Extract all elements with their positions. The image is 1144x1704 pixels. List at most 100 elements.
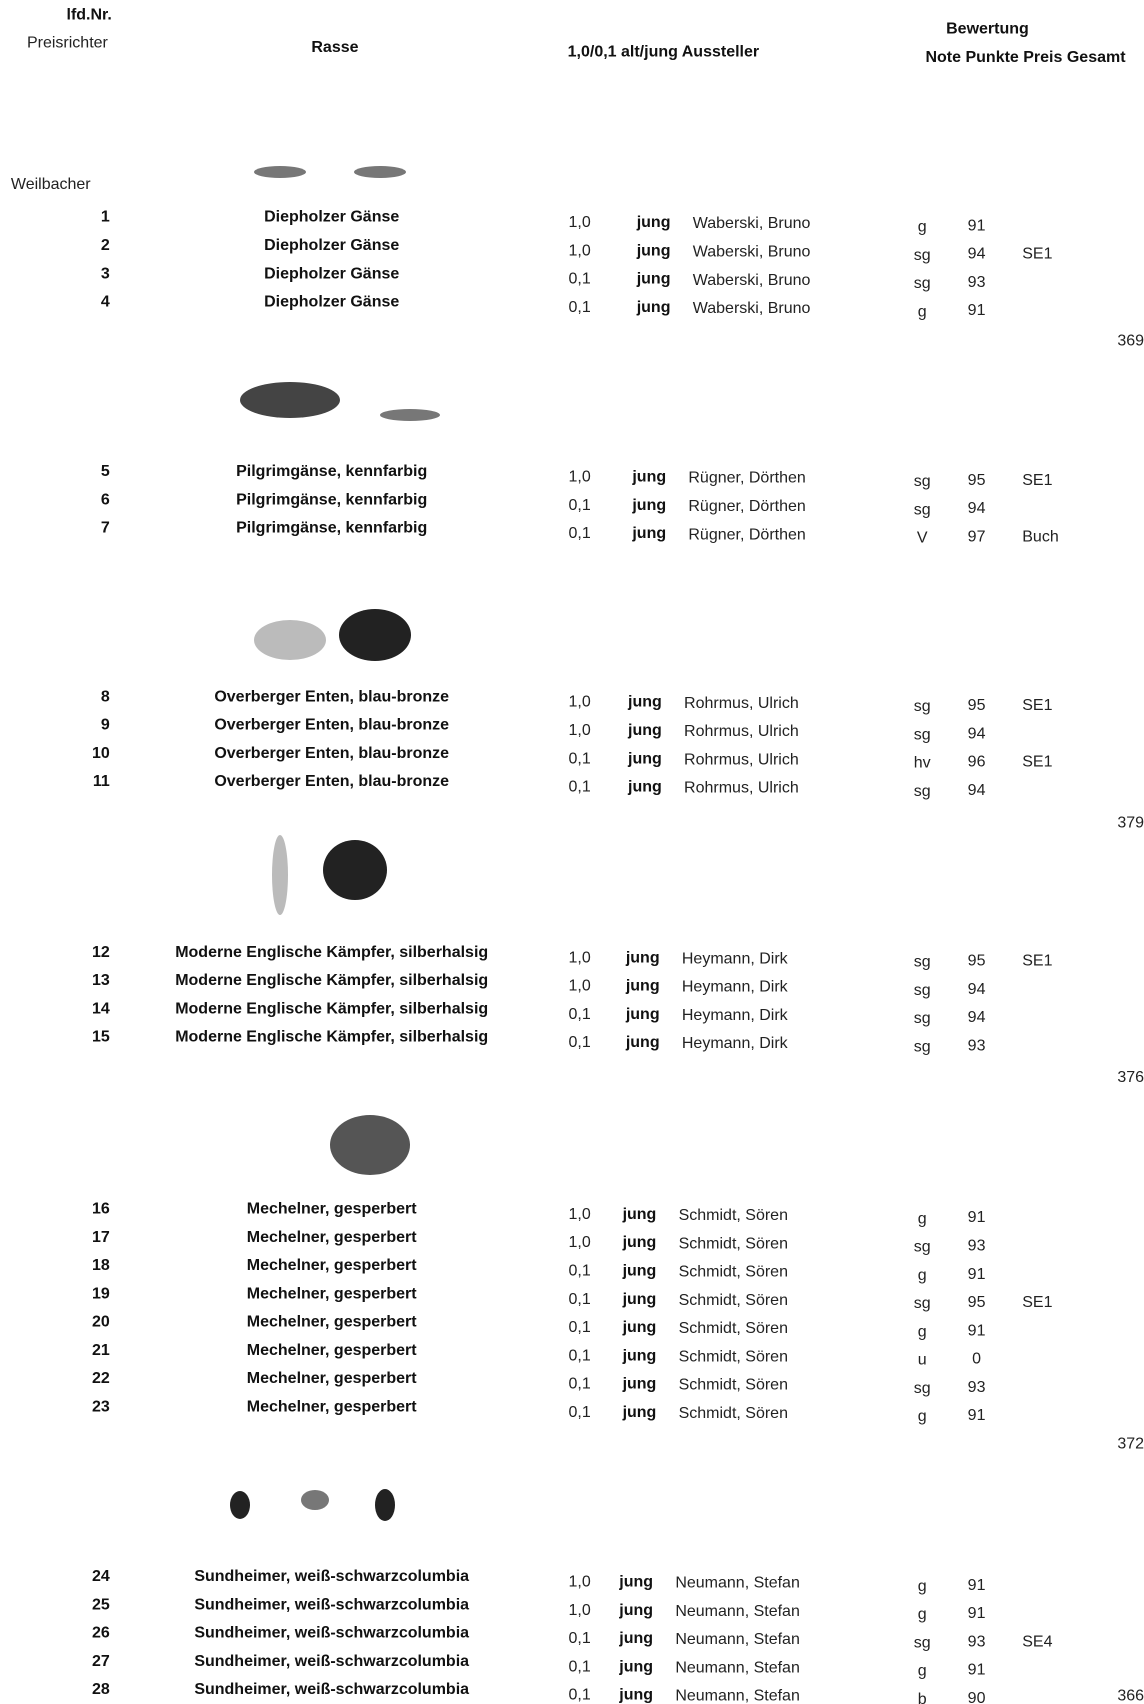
points: 95 <box>968 1294 986 1311</box>
points: 91 <box>968 302 986 319</box>
points: 95 <box>968 953 986 970</box>
grade: g <box>918 303 927 320</box>
points: 94 <box>968 1009 986 1026</box>
exhibitor: Waberski, Bruno <box>693 244 811 261</box>
grade: g <box>918 1267 927 1284</box>
entry-number: 22 <box>92 1370 110 1387</box>
prize: SE1 <box>1022 1294 1052 1311</box>
exhibitor: Neumann, Stefan <box>675 1631 800 1648</box>
exhibitor: Neumann, Stefan <box>675 1688 800 1704</box>
entry-number: 6 <box>101 491 110 508</box>
sex: 0,1 <box>569 750 591 767</box>
age: jung <box>627 779 662 796</box>
grade: sg <box>914 726 931 743</box>
prize: SE1 <box>1022 697 1052 714</box>
grade: V <box>917 530 928 547</box>
entry-number: 2 <box>101 237 110 254</box>
entry-number: 1 <box>101 209 110 226</box>
exhibitor: Schmidt, Sören <box>679 1320 788 1337</box>
prize: SE1 <box>1022 472 1052 489</box>
grade: sg <box>914 1038 931 1055</box>
group-total: 379 <box>1117 814 1144 831</box>
breed: Moderne Englische Kämpfer, silberhalsig <box>175 1029 488 1046</box>
breed: Overberger Enten, blau-bronze <box>214 717 449 734</box>
age: jung <box>618 1574 653 1591</box>
entry-number: 12 <box>92 944 110 961</box>
exhibitor: Schmidt, Sören <box>679 1235 788 1252</box>
breed: Sundheimer, weiß-schwarzcolumbia <box>194 1596 469 1613</box>
breed: Mechelner, gesperbert <box>247 1285 418 1302</box>
sex: 0,1 <box>569 1687 591 1704</box>
grade: u <box>918 1352 927 1369</box>
judge-name: Weilbacher <box>11 176 91 193</box>
breed: Diepholzer Gänse <box>264 209 399 226</box>
grade: sg <box>914 1010 931 1027</box>
sex: 0,1 <box>569 1630 591 1647</box>
entry-number: 20 <box>92 1314 110 1331</box>
exhibitor: Waberski, Bruno <box>693 272 811 289</box>
entry-number: 15 <box>92 1029 110 1046</box>
age: jung <box>622 1263 657 1280</box>
points: 91 <box>968 217 986 234</box>
entry-number: 7 <box>101 520 110 537</box>
entry-number: 19 <box>92 1285 110 1302</box>
breed: Mechelner, gesperbert <box>247 1314 418 1331</box>
breed: Pilgrimgänse, kennfarbig <box>236 520 427 537</box>
breed: Overberger Enten, blau-bronze <box>214 745 449 762</box>
sex: 0,1 <box>569 779 591 796</box>
breed: Sundheimer, weiß-schwarzcolumbia <box>194 1653 469 1670</box>
exhibitor: Heymann, Dirk <box>682 979 789 996</box>
points: 93 <box>968 1037 986 1054</box>
age: jung <box>636 271 671 288</box>
points: 91 <box>968 1266 986 1283</box>
breed: Moderne Englische Kämpfer, silberhalsig <box>175 1000 488 1017</box>
sex: 0,1 <box>569 1376 591 1393</box>
exhibitor: Heymann, Dirk <box>682 1007 789 1024</box>
exhibitor: Heymann, Dirk <box>682 1035 789 1052</box>
sex: 0,1 <box>569 271 591 288</box>
entry-number: 10 <box>92 745 110 762</box>
points: 93 <box>968 274 986 291</box>
grade: g <box>918 1408 927 1425</box>
exhibitor: Rohrmus, Ulrich <box>684 780 799 797</box>
sex: 1,0 <box>569 949 591 966</box>
exhibitor: Rohrmus, Ulrich <box>684 723 799 740</box>
entry-number: 18 <box>92 1257 110 1274</box>
points: 97 <box>968 528 986 545</box>
exhibitor: Neumann, Stefan <box>675 1659 800 1676</box>
age: jung <box>625 949 660 966</box>
header-breed: Rasse <box>311 39 358 56</box>
entry-number: 3 <box>101 265 110 282</box>
grade: sg <box>914 982 931 999</box>
group-total: 372 <box>1117 1435 1144 1452</box>
exhibitor: Schmidt, Sören <box>679 1348 788 1365</box>
entry-number: 5 <box>101 463 110 480</box>
age: jung <box>622 1404 657 1421</box>
sex: 0,1 <box>569 299 591 316</box>
points: 0 <box>972 1351 981 1368</box>
exhibitor: Heymann, Dirk <box>682 950 789 967</box>
breed: Moderne Englische Kämpfer, silberhalsig <box>175 972 488 989</box>
sex: 1,0 <box>569 694 591 711</box>
breed: Sundheimer, weiß-schwarzcolumbia <box>194 1625 469 1642</box>
age: jung <box>627 750 662 767</box>
grade: g <box>918 1578 927 1595</box>
grade: sg <box>914 473 931 490</box>
age: jung <box>631 469 666 486</box>
grade: b <box>918 1691 927 1704</box>
age: jung <box>625 1006 660 1023</box>
entry-number: 21 <box>92 1342 110 1359</box>
sex: 1,0 <box>569 214 591 231</box>
sex: 0,1 <box>569 1404 591 1421</box>
grade: sg <box>914 501 931 518</box>
group-total: 376 <box>1117 1069 1144 1086</box>
entry-number: 9 <box>101 717 110 734</box>
header-exhibitor: 1,0/0,1 alt/jung Aussteller <box>568 43 759 60</box>
breed: Diepholzer Gänse <box>264 294 399 311</box>
breed: Pilgrimgänse, kennfarbig <box>236 491 427 508</box>
header-nr: lfd.Nr. <box>67 6 112 23</box>
sex: 0,1 <box>569 1263 591 1280</box>
entry-number: 23 <box>92 1398 110 1415</box>
grade: g <box>918 1323 927 1340</box>
exhibitor: Schmidt, Sören <box>679 1264 788 1281</box>
